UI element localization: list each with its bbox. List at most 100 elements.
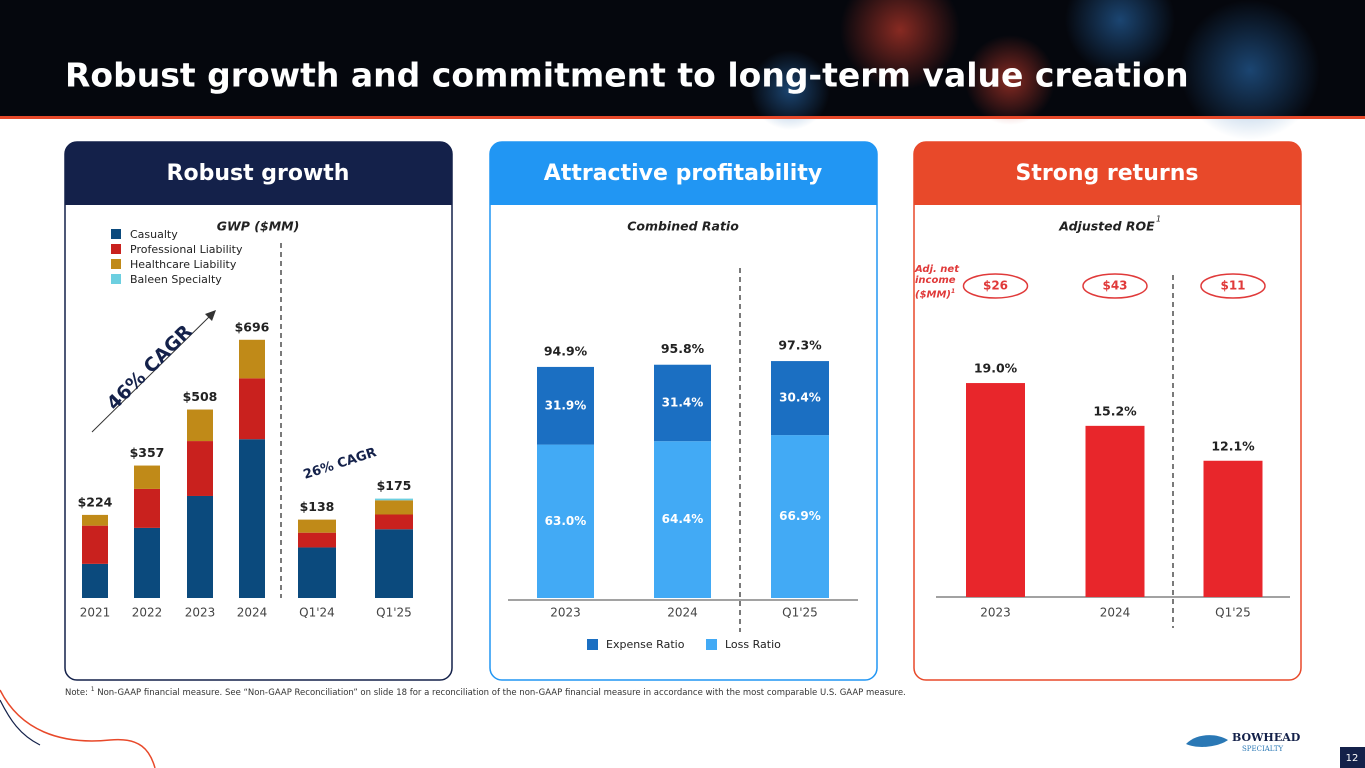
legend-label: Expense Ratio: [606, 638, 685, 651]
bar-segment: [537, 444, 594, 598]
x-tick-label: Q1'24: [299, 606, 335, 620]
bar-segment: [134, 527, 160, 598]
chart-title: GWP ($MM): [217, 219, 300, 234]
legend-swatch: [111, 244, 121, 254]
slide-title: Robust growth and commitment to long-ter…: [65, 56, 1189, 95]
net-income-caption-note: 1: [951, 288, 956, 295]
x-tick-label: 2021: [80, 606, 111, 620]
bokeh: [1180, 0, 1320, 140]
x-tick-label: 2023: [980, 606, 1011, 620]
segment-label: 63.0%: [545, 514, 587, 528]
total-label: $175: [377, 478, 412, 493]
bar-segment: [239, 339, 265, 379]
note-text: Non-GAAP financial measure. See “Non-GAA…: [97, 687, 906, 698]
total-label: 94.9%: [544, 343, 588, 358]
legend-swatch: [706, 639, 717, 650]
x-tick-label: 2023: [185, 606, 216, 620]
decor-curve: [0, 699, 41, 746]
bar-segment: [771, 361, 829, 436]
x-tick-label: 2024: [1100, 606, 1131, 620]
bar-segment: [298, 547, 336, 598]
bar-segment: [654, 441, 711, 598]
total-label: 95.8%: [661, 341, 705, 356]
note-ref: 1: [90, 686, 95, 693]
legend-label: Casualty: [130, 228, 178, 241]
net-income-caption-text: Adj. net income ($MM): [915, 264, 959, 301]
x-tick-label: 2022: [132, 606, 163, 620]
total-label: $696: [235, 319, 270, 334]
bar: [966, 383, 1025, 597]
value-label: 15.2%: [1093, 403, 1137, 418]
value-label: 19.0%: [974, 361, 1018, 376]
panel-header: [914, 142, 1301, 205]
net-income-label: $11: [1220, 279, 1245, 293]
net-income-caption: Adj. net income ($MM)1: [915, 264, 963, 300]
total-label: $224: [78, 494, 113, 509]
legend-swatch: [111, 274, 121, 284]
panel-header: [490, 142, 877, 205]
bokeh: [840, 0, 960, 90]
segment-label: 66.9%: [779, 509, 821, 523]
bar: [1085, 425, 1145, 597]
total-label: $508: [183, 389, 218, 404]
panel-title: Robust growth: [167, 161, 350, 186]
x-tick-label: 2024: [237, 606, 268, 620]
chart-title-note: 1: [1156, 215, 1161, 224]
x-tick-label: Q1'25: [1215, 606, 1251, 620]
x-tick-label: Q1'25: [376, 606, 412, 620]
bar: [1203, 460, 1263, 597]
panel-header: [65, 142, 452, 205]
bar-segment: [375, 498, 413, 501]
segment-label: 64.4%: [662, 512, 704, 526]
cagr-arrowhead: [205, 310, 216, 321]
x-tick-label: 2024: [667, 606, 698, 620]
bar-segment: [187, 495, 213, 598]
bar-segment: [82, 514, 108, 526]
bar-segment: [771, 435, 829, 598]
bokeh: [1065, 0, 1175, 75]
bar-segment: [654, 364, 711, 442]
bar-segment: [82, 563, 108, 598]
footnote: Note: 1 Non-GAAP financial measure. See …: [65, 686, 906, 698]
net-income-label: $26: [983, 279, 1008, 293]
bokeh: [965, 35, 1055, 125]
segment-label: 31.9%: [545, 398, 587, 412]
logo-whale: [1186, 735, 1228, 747]
bar-segment: [134, 465, 160, 489]
bokeh: [750, 50, 830, 130]
legend-label: Professional Liability: [130, 243, 243, 256]
x-tick-label: Q1'25: [782, 606, 818, 620]
decor-curve: [0, 689, 156, 768]
logo-sub: SPECIALTY: [1242, 745, 1284, 753]
bar-segment: [375, 514, 413, 530]
cagr-arrow: [91, 315, 211, 433]
bar-segment: [134, 488, 160, 528]
x-tick-label: 2023: [550, 606, 581, 620]
net-income-oval: [1200, 273, 1266, 299]
total-label: $357: [130, 445, 165, 460]
chart-title: Adjusted ROE: [1058, 219, 1155, 234]
total-label: $138: [300, 499, 335, 514]
segment-label: 31.4%: [662, 395, 704, 409]
note-label: Note:: [65, 687, 88, 698]
bar-segment: [187, 409, 213, 442]
net-income-oval: [962, 273, 1029, 299]
bar-segment: [187, 441, 213, 496]
bar-segment: [239, 378, 265, 440]
legend-swatch: [587, 639, 598, 650]
bar-segment: [298, 532, 336, 548]
bar-segment: [537, 366, 594, 445]
legend-label: Baleen Specialty: [130, 273, 222, 286]
legend-swatch: [111, 259, 121, 269]
panel-title: Attractive profitability: [544, 161, 822, 186]
panel-title: Strong returns: [1016, 161, 1199, 186]
segment-label: 30.4%: [779, 391, 821, 405]
value-label: 12.1%: [1211, 438, 1255, 453]
page-number-box: [1340, 747, 1365, 768]
net-income-oval: [1082, 273, 1148, 299]
header-rule: [0, 116, 1365, 119]
legend-label: Loss Ratio: [725, 638, 781, 651]
page-number: 12: [1346, 753, 1359, 764]
